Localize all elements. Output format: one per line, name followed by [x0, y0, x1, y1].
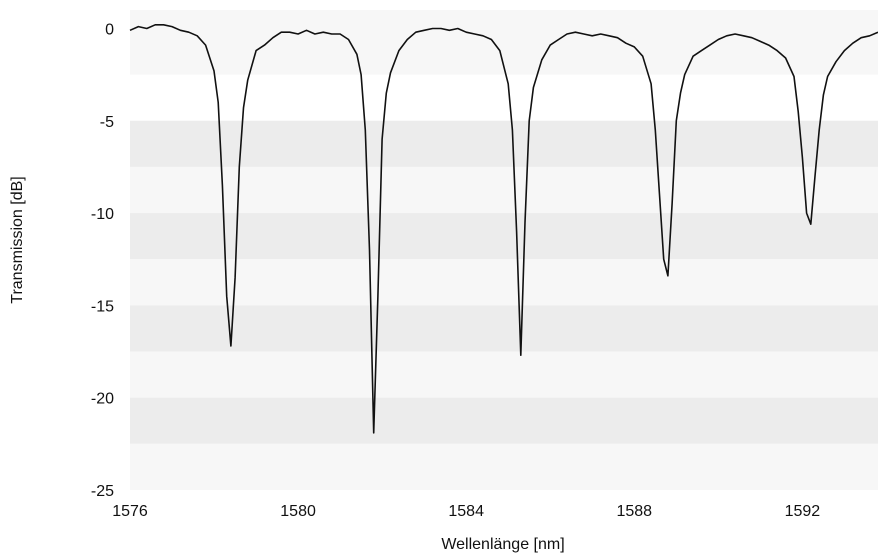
y-tick-label: 0: [105, 21, 114, 38]
grid-band: [130, 305, 878, 352]
x-axis-title: Wellenlänge [nm]: [441, 536, 564, 553]
x-tick-label: 1592: [785, 503, 821, 520]
x-tick-label: 1576: [112, 503, 148, 520]
y-tick-label: -20: [91, 391, 114, 408]
grid-band: [130, 10, 878, 75]
y-tick-label: -15: [91, 298, 114, 315]
y-axis-title: Transmission [dB]: [9, 176, 26, 303]
grid-band: [130, 120, 878, 167]
y-tick-label: -5: [100, 114, 114, 131]
y-tick-label: -25: [91, 483, 114, 500]
grid-band: [130, 259, 878, 306]
y-axis-ticks: 0 -5 -10 -15 -20 -25: [91, 21, 114, 500]
series-line: [129, 24, 878, 434]
grid-band: [130, 397, 878, 444]
x-axis-ticks: 1576 1580 1584 1588 1592: [112, 503, 820, 520]
x-tick-label: 1580: [280, 503, 316, 520]
background-bands: [130, 10, 878, 490]
grid-band: [130, 213, 878, 260]
grid-band: [130, 443, 878, 490]
x-tick-label: 1588: [616, 503, 652, 520]
grid-band: [130, 351, 878, 398]
grid-band: [130, 166, 878, 214]
y-tick-label: -10: [91, 206, 114, 223]
x-tick-label: 1584: [448, 503, 484, 520]
series-group: [129, 24, 878, 434]
